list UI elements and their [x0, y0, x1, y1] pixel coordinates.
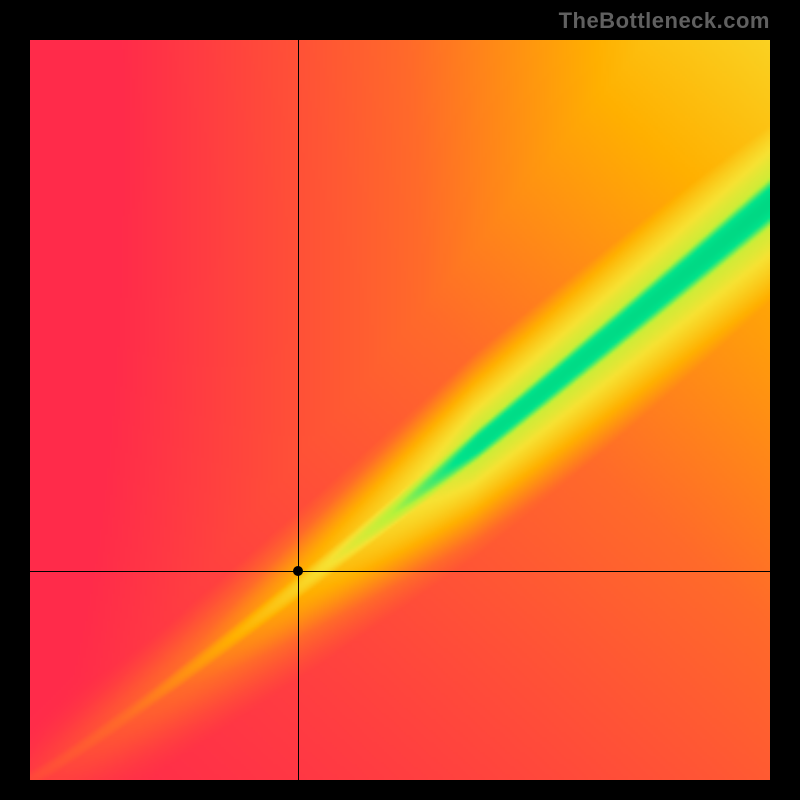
heatmap-canvas — [30, 40, 770, 780]
watermark-text: TheBottleneck.com — [559, 8, 770, 34]
bottleneck-heatmap — [30, 40, 770, 780]
crosshair-vertical — [298, 40, 299, 780]
crosshair-horizontal — [30, 571, 770, 572]
marker-dot — [293, 566, 303, 576]
